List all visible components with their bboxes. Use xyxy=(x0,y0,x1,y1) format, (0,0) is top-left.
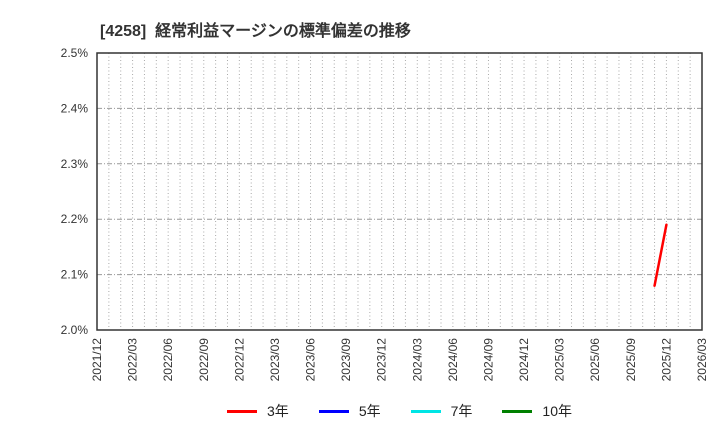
x-axis-labels: 2021/12 2022/03 2022/06 2022/09 2022/12 2023/… xyxy=(90,338,709,382)
legend-label: 5年 xyxy=(358,403,381,419)
legend-item-5年: 5年 xyxy=(318,403,381,419)
x-tick-label: 2024/06 xyxy=(446,338,460,382)
y-tick-label: 2.3% xyxy=(61,157,89,171)
legend-label: 10年 xyxy=(542,403,572,419)
x-tick-label: 2023/03 xyxy=(268,338,282,382)
y-tick-label: 2.1% xyxy=(61,268,89,282)
legend-label: 3年 xyxy=(267,403,289,419)
y-tick-label: 2.0% xyxy=(61,323,89,337)
x-tick-label: 2025/09 xyxy=(624,338,638,382)
x-tick-label: 2025/06 xyxy=(588,338,602,382)
chart-canvas: 2.0%2.1%2.2%2.3%2.4%2.5%2021/12 2022/03 20… xyxy=(61,46,709,382)
x-tick-label: 2025/12 xyxy=(659,338,673,382)
legend-line-swatch xyxy=(502,409,533,413)
x-tick-label: 2022/09 xyxy=(197,338,211,382)
y-tick-label: 2.4% xyxy=(61,101,89,115)
x-tick-label: 2023/09 xyxy=(339,338,353,382)
x-tick-label: 2022/12 xyxy=(232,338,246,382)
x-tick-label: 2023/12 xyxy=(375,338,389,382)
x-tick-label: 2026/03 xyxy=(695,338,709,382)
chart-title: [4258] 経常利益マージンの標準偏差の推移 xyxy=(100,23,411,40)
legend: 3年 5年 7年 10年 xyxy=(97,404,702,418)
gridlines-horizontal xyxy=(97,107,702,276)
series-line-3年 xyxy=(653,223,668,287)
y-axis-labels: 2.0% 2.1% 2.2% 2.3% 2.4% 2.5% xyxy=(61,46,89,337)
x-tick-label: 2024/09 xyxy=(481,338,495,382)
x-tick-label: 2024/03 xyxy=(410,338,424,382)
legend-line-swatch xyxy=(410,409,441,413)
legend-line-swatch xyxy=(318,409,349,413)
x-tick-label: 2025/03 xyxy=(553,338,567,382)
plot-border xyxy=(96,52,703,331)
x-tick-label: 2022/03 xyxy=(126,338,140,382)
legend-item-7年: 7年 xyxy=(410,403,473,419)
x-tick-label: 2023/06 xyxy=(304,338,318,382)
legend-label: 7年 xyxy=(450,403,473,419)
y-tick-label: 2.5% xyxy=(61,46,89,60)
x-tick-label: 2024/12 xyxy=(517,338,531,382)
x-tick-label: 2021/12 xyxy=(90,338,104,382)
y-tick-label: 2.2% xyxy=(61,212,89,226)
gridlines-vertical xyxy=(108,53,691,330)
x-tick-label: 2022/06 xyxy=(161,338,175,382)
legend-item-3年: 3年 xyxy=(227,404,289,418)
series-lines xyxy=(653,223,668,287)
legend-line-swatch xyxy=(227,409,258,413)
legend-item-10年: 10年 xyxy=(502,404,572,418)
